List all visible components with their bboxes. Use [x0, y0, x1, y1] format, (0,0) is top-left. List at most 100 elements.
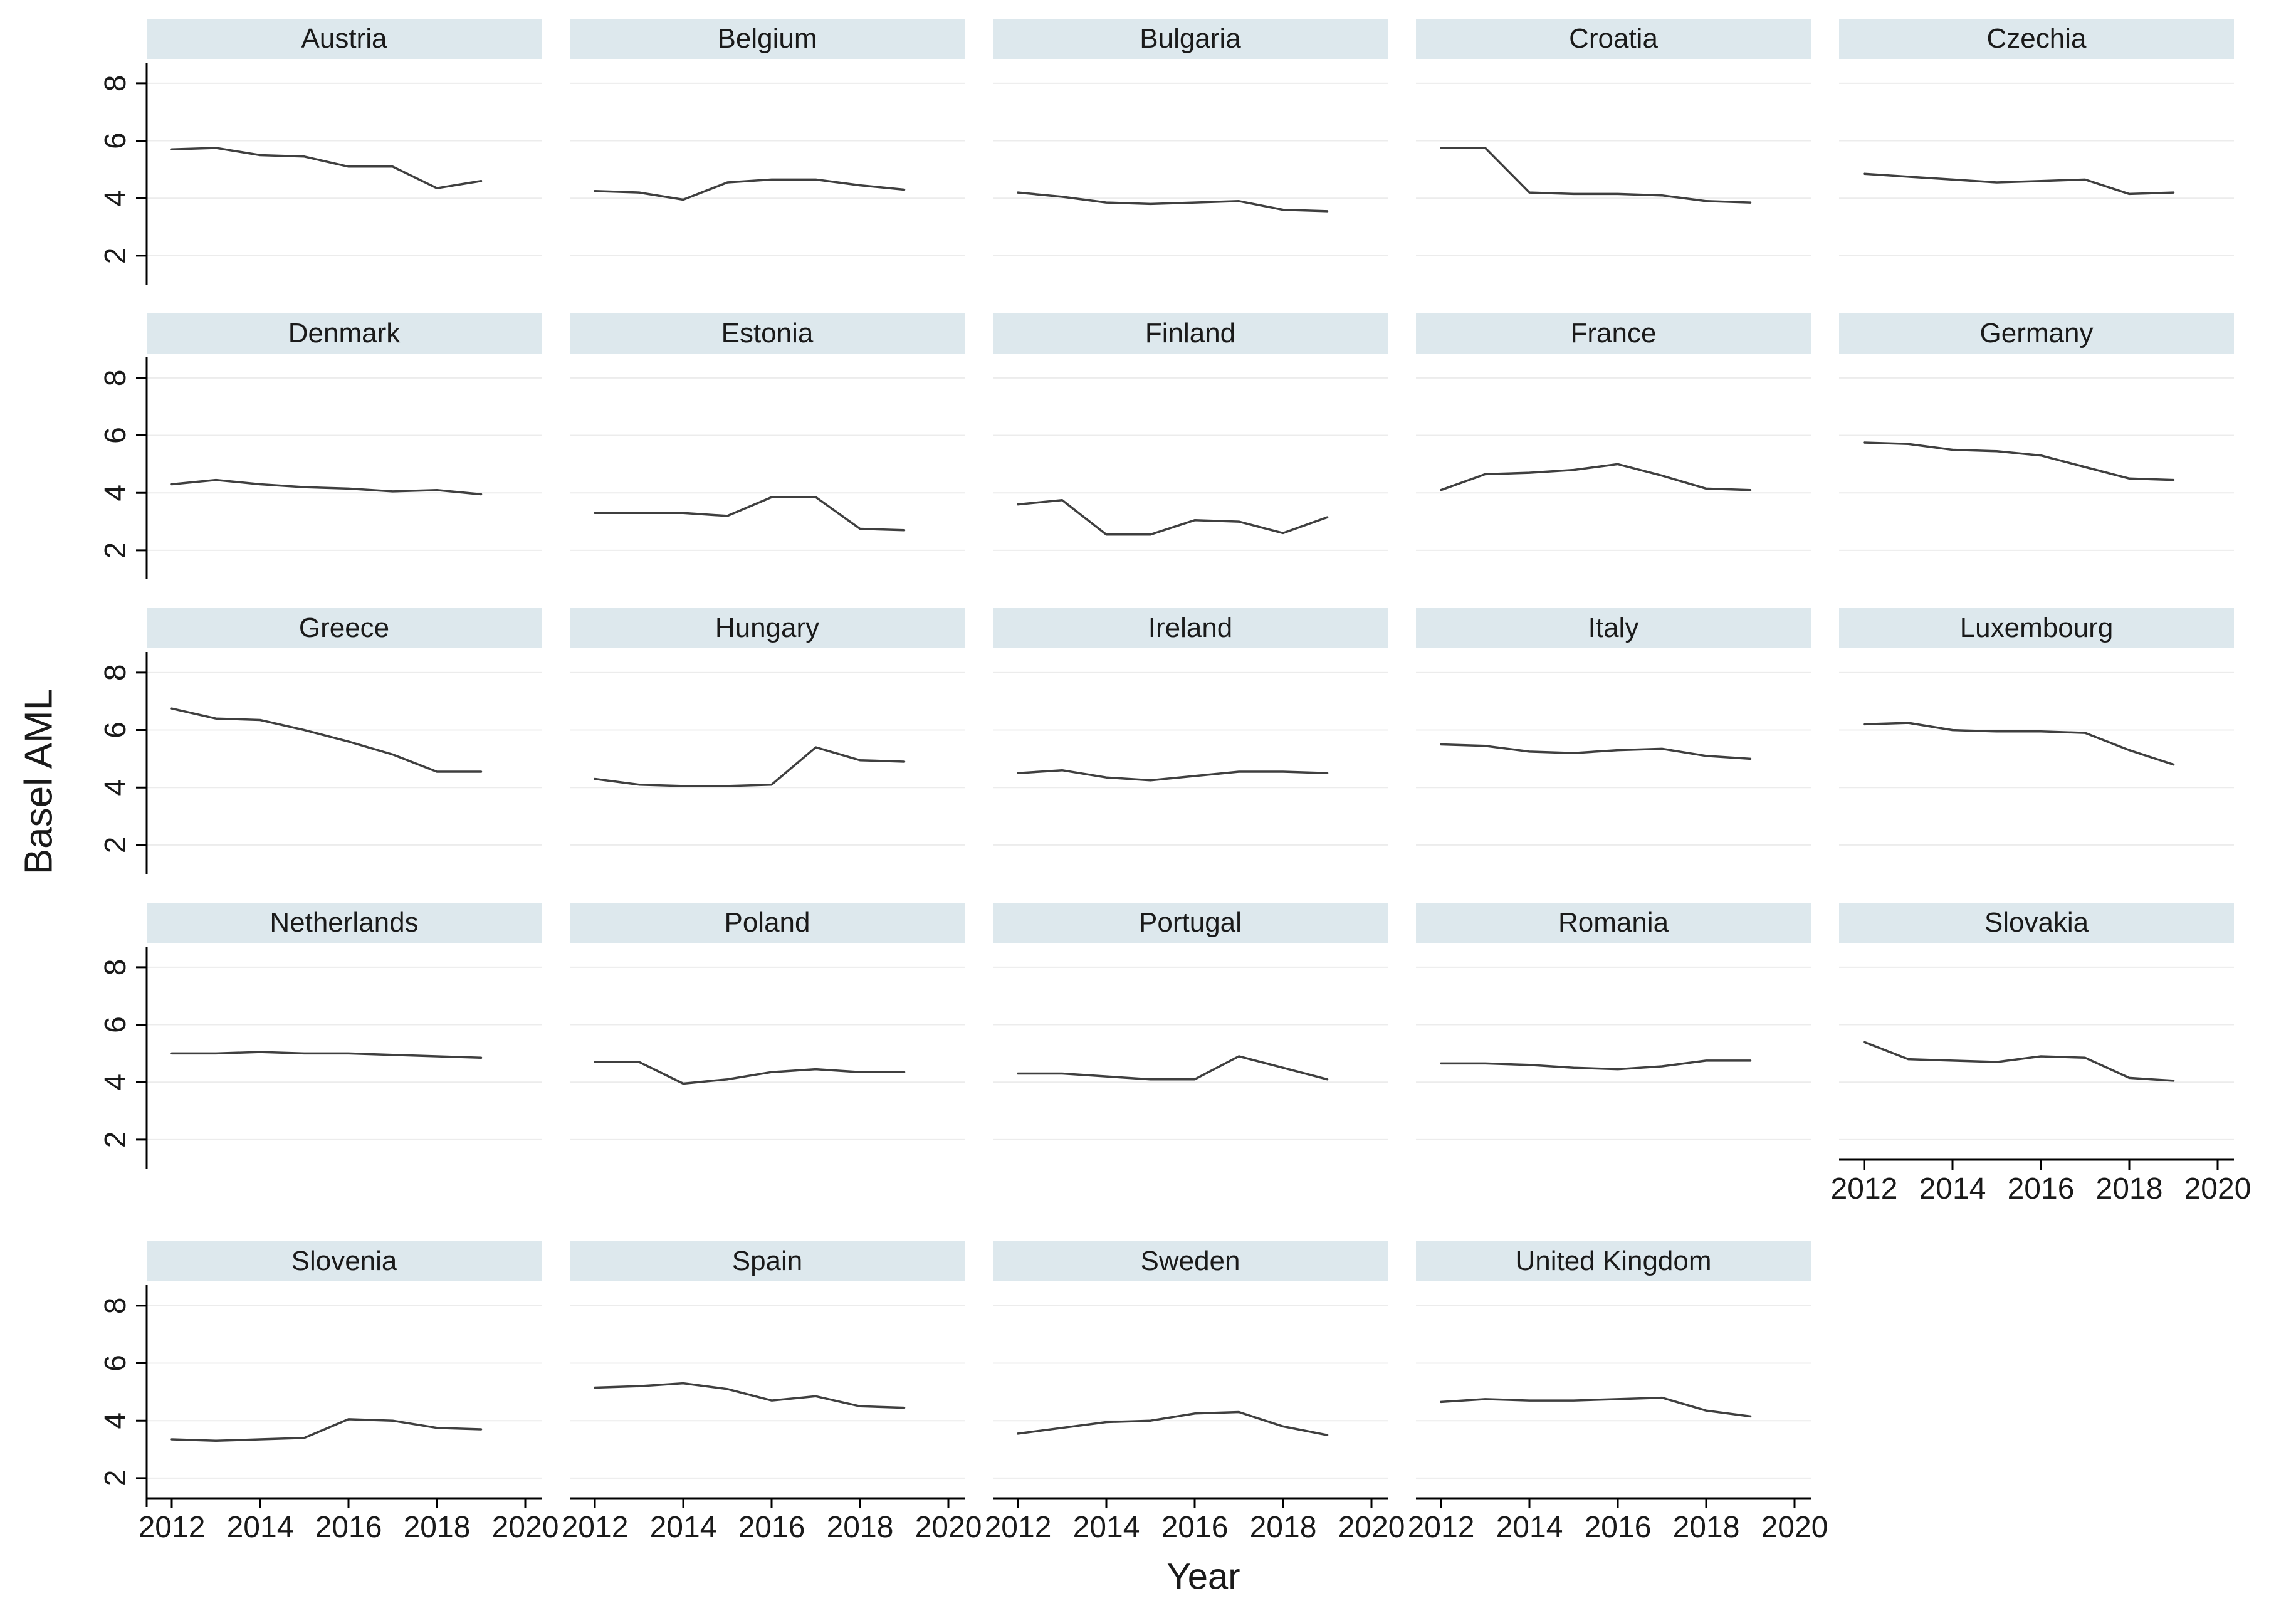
- x-axis-tick-label: 2016: [738, 1511, 805, 1544]
- panel-plot: [993, 966, 1388, 1140]
- x-axis-tick-label: 2014: [1073, 1511, 1140, 1544]
- y-axis-tick-label: 6: [99, 1016, 132, 1033]
- panel-title: Denmark: [147, 313, 542, 354]
- line-united-kingdom: [1440, 1396, 1752, 1418]
- panel-plot: 2 4 6 8: [99, 652, 542, 874]
- x-axis-tick-label: 2012: [985, 1511, 1052, 1544]
- y-axis-tick-label: 2: [99, 1132, 132, 1148]
- x-axis-title: Year: [1166, 1556, 1240, 1597]
- line-slovakia: [1863, 1041, 2175, 1082]
- y-axis-tick-label: 6: [99, 1355, 132, 1372]
- panel-plot: [1416, 671, 1811, 846]
- panel-title: Romania: [1416, 903, 1811, 943]
- panel-romania: Romania: [1416, 903, 1811, 1160]
- line-romania: [1440, 1059, 1752, 1071]
- panel-title: Croatia: [1416, 19, 1811, 59]
- panel-title: Spain: [570, 1241, 965, 1281]
- x-axis-tick-label: 2012: [562, 1511, 629, 1544]
- line-belgium: [594, 178, 906, 201]
- line-denmark: [170, 478, 483, 496]
- panel-france: France: [1416, 313, 1811, 570]
- x-axis-tick-label: 2016: [1161, 1511, 1229, 1544]
- panel-italy: Italy: [1416, 608, 1811, 865]
- panel-plot: 2012 2014 2016 2018 2020: [1831, 966, 2251, 1206]
- y-axis-tick-label: 4: [99, 1412, 132, 1429]
- panel-title: Luxembourg: [1839, 608, 2234, 648]
- panel-plot: 2 4 6 8: [99, 357, 542, 579]
- x-axis-tick-label: 2018: [827, 1511, 894, 1544]
- panel-plot: 2 4 6 8: [99, 947, 542, 1169]
- panel-poland: Poland: [570, 903, 965, 1160]
- line-estonia: [594, 496, 906, 532]
- line-ireland: [1017, 769, 1329, 782]
- panel-title: Poland: [570, 903, 965, 943]
- panel-slovakia: Slovakia 2012 2014 2016 2018 2020: [1831, 903, 2251, 1206]
- panel-title: Italy: [1416, 608, 1811, 648]
- panel-title: Slovenia: [147, 1241, 542, 1281]
- y-axis-tick-label: 6: [99, 132, 132, 149]
- panel-title: Sweden: [993, 1241, 1388, 1281]
- panel-plot: [1416, 82, 1811, 256]
- line-luxembourg: [1863, 722, 2175, 766]
- panel-plot: [993, 671, 1388, 846]
- x-axis-tick-label: 2012: [139, 1511, 206, 1544]
- panel-title: Czechia: [1839, 19, 2234, 59]
- x-axis-tick-label: 2014: [1919, 1172, 1986, 1206]
- panel-luxembourg: Luxembourg: [1839, 608, 2234, 865]
- line-spain: [594, 1382, 906, 1409]
- panel-united-kingdom: United Kingdom 2012 2014 2016 2018 2020: [1408, 1241, 1828, 1544]
- y-axis-tick-label: 8: [99, 959, 132, 976]
- x-axis-tick-label: 2016: [2008, 1172, 2075, 1206]
- x-axis-tick-label: 2020: [2184, 1172, 2251, 1206]
- line-bulgaria: [1017, 191, 1329, 213]
- x-axis-tick-label: 2016: [1585, 1511, 1652, 1544]
- panel-title: Slovakia: [1839, 903, 2234, 943]
- panel-plot: [1839, 377, 2234, 551]
- panel-plot: [1416, 377, 1811, 551]
- panel-bulgaria: Bulgaria: [993, 19, 1388, 276]
- line-czechia: [1863, 172, 2175, 196]
- line-slovenia: [170, 1418, 483, 1442]
- panel-plot: [570, 966, 965, 1140]
- x-axis-tick-label: 2018: [2096, 1172, 2163, 1206]
- panel-plot: [993, 82, 1388, 256]
- panel-denmark: Denmark 2 4 6 8: [99, 313, 542, 579]
- y-axis-tick-label: 2: [99, 837, 132, 854]
- panel-plot: 2012 2014 2016 2018 2020: [985, 1305, 1405, 1544]
- panel-ireland: Ireland: [993, 608, 1388, 865]
- x-axis-tick-label: 2012: [1408, 1511, 1475, 1544]
- y-axis-tick-label: 2: [99, 542, 132, 559]
- panel-germany: Germany: [1839, 313, 2234, 570]
- panel-title: Netherlands: [147, 903, 542, 943]
- panel-croatia: Croatia: [1416, 19, 1811, 276]
- x-axis-tick-label: 2014: [227, 1511, 294, 1544]
- y-axis-tick-label: 8: [99, 370, 132, 387]
- y-axis-tick-label: 4: [99, 485, 132, 502]
- panel-slovenia: Slovenia 2 4 6 8 2012 2014 2016 2018 2020: [99, 1241, 558, 1544]
- panel-plot: [570, 82, 965, 256]
- panel-spain: Spain 2012 2014 2016 2018 2020: [562, 1241, 982, 1544]
- panel-portugal: Portugal: [993, 903, 1388, 1160]
- panel-title: Greece: [147, 608, 542, 648]
- x-axis-tick-label: 2018: [1673, 1511, 1740, 1544]
- y-axis-tick-label: 2: [99, 248, 132, 265]
- y-axis-tick-label: 2: [99, 1470, 132, 1487]
- panel-plot: [1839, 82, 2234, 256]
- panel-plot: [570, 377, 965, 551]
- panel-title: Germany: [1839, 313, 2234, 354]
- line-hungary: [594, 746, 906, 787]
- panel-sweden: Sweden 2012 2014 2016 2018 2020: [985, 1241, 1405, 1544]
- panel-hungary: Hungary: [570, 608, 965, 865]
- y-axis-tick-label: 4: [99, 1074, 132, 1091]
- panel-plot: [993, 377, 1388, 551]
- panel-austria: Austria 2 4 6 8: [99, 19, 542, 285]
- panel-belgium: Belgium: [570, 19, 965, 276]
- panel-title: Belgium: [570, 19, 965, 59]
- line-greece: [170, 707, 483, 773]
- line-netherlands: [170, 1051, 483, 1059]
- y-axis-tick-label: 6: [99, 427, 132, 444]
- x-axis-tick-label: 2016: [315, 1511, 382, 1544]
- y-axis-tick-label: 4: [99, 779, 132, 796]
- panel-greece: Greece 2 4 6 8: [99, 608, 542, 874]
